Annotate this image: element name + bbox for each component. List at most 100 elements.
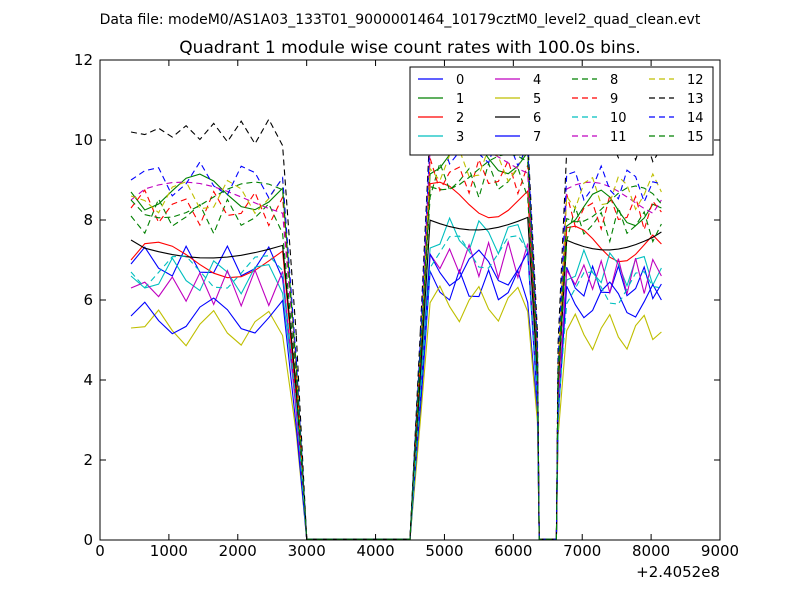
series-8-line (130, 197, 297, 378)
series-10-line (419, 235, 538, 396)
series-2-line (130, 241, 297, 400)
series-5-line (295, 421, 421, 540)
y-tick-label: 10 (74, 131, 93, 149)
series-1-line (536, 347, 559, 540)
series-0-line (536, 411, 559, 540)
series-5-line (419, 284, 538, 422)
legend-label: 7 (533, 130, 541, 145)
x-tick-label: 0 (95, 542, 105, 560)
series-3-line (419, 216, 538, 388)
series-3-line (295, 387, 421, 540)
x-tick-label: 7000 (563, 542, 601, 560)
series-0 (130, 244, 662, 540)
series-9-line (536, 357, 559, 540)
series-14-line (536, 343, 559, 540)
legend-label: 0 (456, 73, 464, 88)
legend-box (409, 66, 714, 156)
legend-label: 1 (456, 92, 464, 107)
series-7-line (536, 403, 559, 540)
series-6-line (130, 239, 297, 390)
series-11-line (557, 181, 662, 370)
series-11-line (295, 349, 421, 540)
legend-label: 3 (456, 130, 464, 145)
x-tick-label: 9000 (701, 542, 739, 560)
series-5 (130, 284, 662, 540)
series-6 (130, 216, 662, 540)
x-tick-label: 8000 (632, 542, 670, 560)
series-8-line (419, 161, 538, 360)
series-4-line (295, 399, 421, 540)
legend-label: 4 (533, 73, 541, 88)
series-1-line (130, 173, 297, 366)
series-13-line (536, 331, 559, 540)
series-5-line (536, 421, 559, 540)
series-4 (130, 240, 662, 540)
series-11-line (130, 181, 297, 370)
series-8 (130, 161, 662, 540)
series-12-line (557, 172, 662, 366)
x-tick-label: 1000 (150, 542, 188, 560)
series-10-line (130, 255, 297, 406)
y-tick-label: 8 (83, 211, 93, 229)
series-9 (130, 157, 662, 540)
legend-label: 10 (610, 111, 627, 126)
series-10-line (295, 395, 421, 540)
series-1-line (295, 347, 421, 540)
legend-label: 15 (687, 130, 704, 145)
series-7-line (295, 403, 421, 540)
series-13 (130, 109, 662, 540)
series-15-line (557, 185, 662, 372)
y-tick-label: 4 (83, 371, 93, 389)
series-12-line (295, 351, 421, 540)
series-7-line (557, 281, 662, 420)
series-8-line (295, 359, 421, 540)
series-5-line (557, 312, 662, 436)
series-9-line (557, 193, 662, 376)
legend-label: 8 (610, 73, 618, 88)
series-9-line (295, 357, 421, 540)
series-13-line (130, 118, 297, 336)
legend-label: 5 (533, 92, 541, 107)
series-4-line (536, 399, 559, 540)
x-tick-label: 2000 (219, 542, 257, 560)
series-9-line (130, 189, 297, 374)
series-12-line (419, 145, 538, 352)
series-4-line (130, 268, 297, 414)
series-15 (130, 153, 662, 540)
series-12 (130, 145, 662, 540)
series-3-line (557, 248, 662, 404)
series-0-line (419, 268, 538, 414)
series-1-line (557, 189, 662, 374)
legend-label: 2 (456, 111, 464, 126)
figure-suptitle: Data file: modeM0/AS1A03_133T01_90000014… (100, 12, 701, 28)
series-11 (130, 141, 662, 540)
legend-label: 6 (533, 111, 541, 126)
legend-label: 11 (610, 130, 627, 145)
series-6-line (557, 231, 662, 386)
series-6-line (295, 375, 421, 540)
series-5-line (130, 309, 297, 434)
legend-label: 12 (687, 73, 704, 88)
series-2-line (536, 369, 559, 540)
y-tick-label: 12 (74, 51, 93, 69)
series-2 (130, 181, 662, 540)
x-tick-label: 4000 (356, 542, 394, 560)
series-2-line (419, 181, 538, 370)
chart-title: Quadrant 1 module wise count rates with … (179, 38, 640, 58)
series-3-line (130, 256, 297, 408)
series-8-line (536, 359, 559, 540)
series-12-line (536, 351, 559, 540)
series-0-line (295, 401, 421, 540)
series-13-line (295, 331, 421, 540)
series-7-line (130, 297, 297, 428)
y-tick-label: 2 (83, 451, 93, 469)
series-10-line (557, 271, 662, 414)
series-15-line (295, 355, 421, 540)
series-14-line (130, 160, 297, 360)
x-offset-label: +2.4052e8 (636, 563, 720, 581)
series-14 (130, 128, 662, 540)
series-6-line (536, 375, 559, 540)
